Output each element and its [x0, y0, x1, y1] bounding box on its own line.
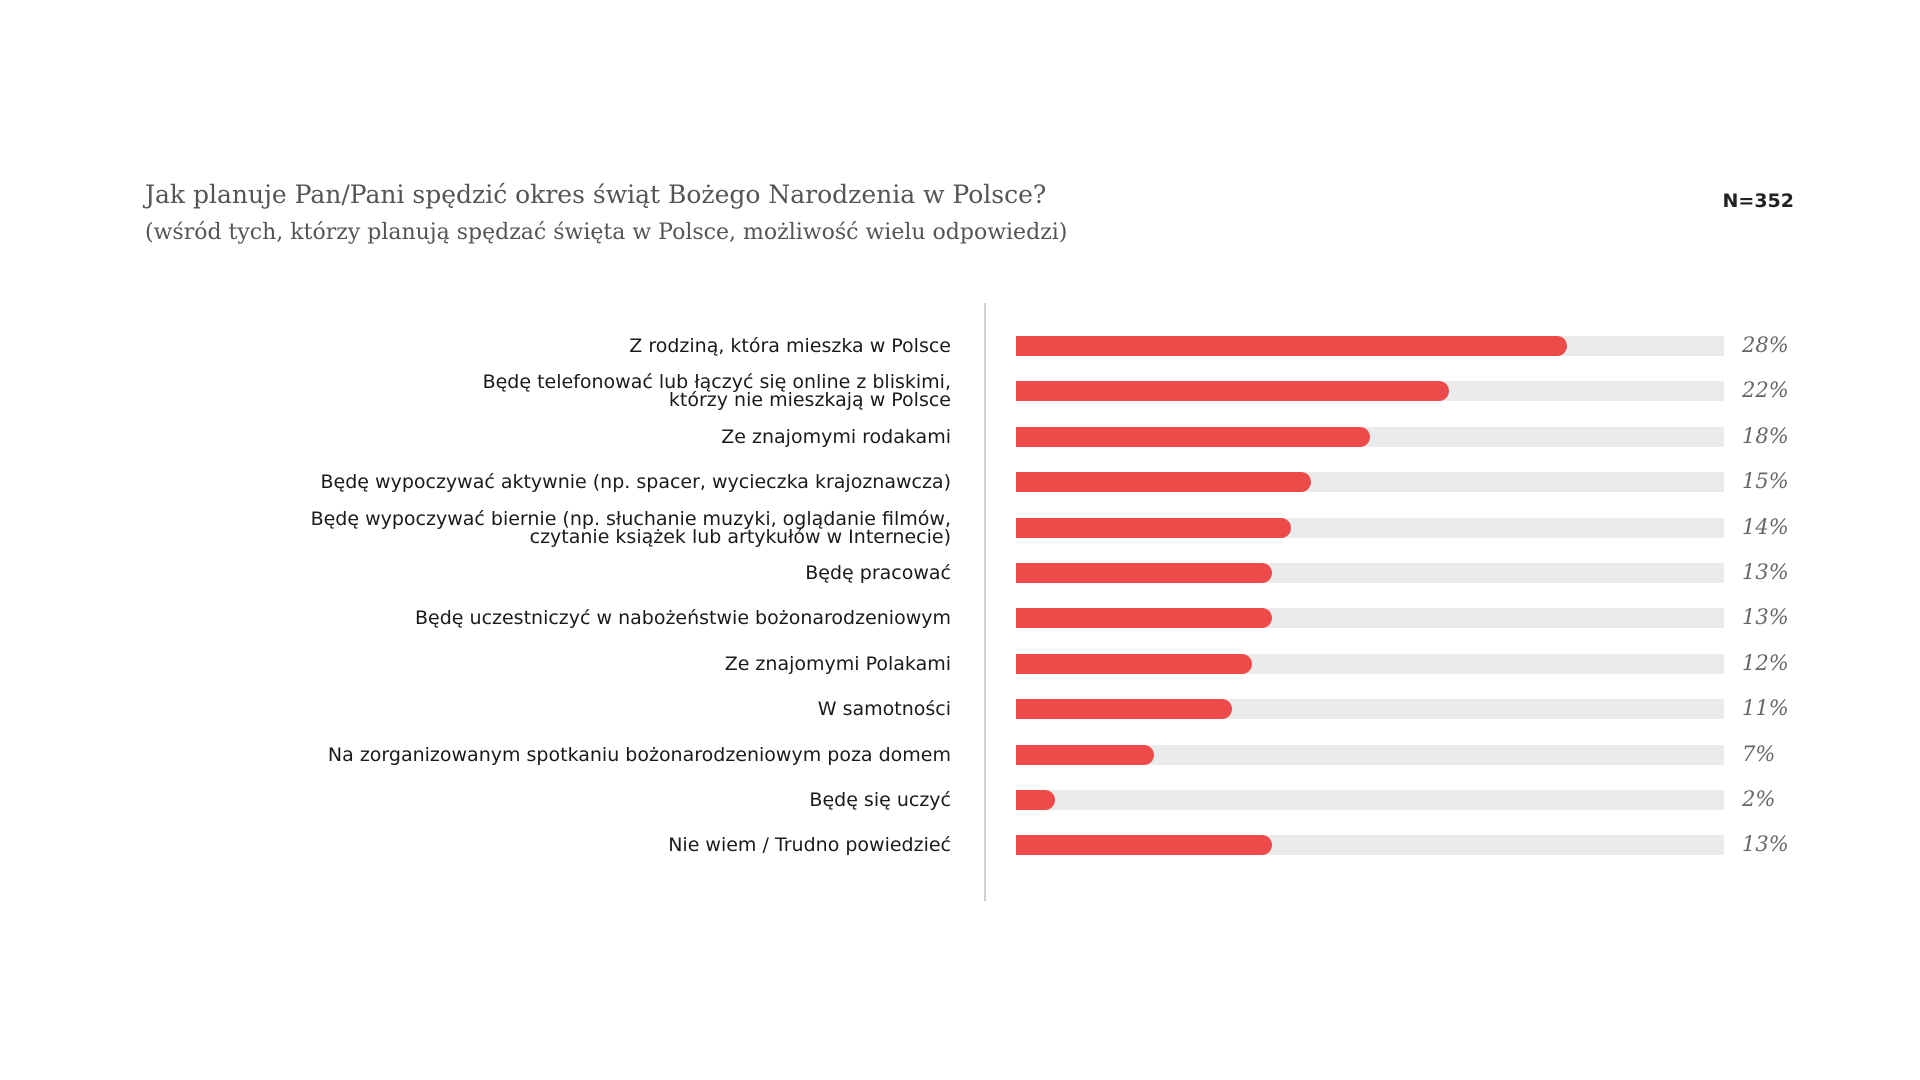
bar [1016, 790, 1056, 810]
bar [1016, 563, 1272, 583]
category-label: Na zorganizowanym spotkaniu bożonarodzen… [327, 743, 951, 766]
value-label: 14% [1742, 514, 1789, 539]
bar [1016, 653, 1252, 674]
value-label: 13% [1742, 832, 1789, 857]
value-label: 12% [1742, 650, 1789, 675]
bar-track [1016, 790, 1724, 810]
value-label: 13% [1742, 605, 1789, 630]
bar [1016, 472, 1311, 493]
chart-title: Jak planuje Pan/Pani spędzić okres świąt… [145, 180, 1047, 209]
category-label: Ze znajomymi rodakami [721, 425, 951, 448]
bar [1016, 517, 1292, 538]
value-label: 15% [1742, 468, 1789, 493]
value-label: 28% [1742, 332, 1789, 357]
category-label: W samotności [817, 698, 951, 721]
bar-track [1016, 744, 1724, 765]
bar [1016, 744, 1154, 765]
axis-line [984, 303, 986, 901]
value-label: 13% [1742, 559, 1789, 584]
category-label: Będę wypoczywać aktywnie (np. spacer, wy… [320, 471, 951, 494]
value-label: 2% [1742, 786, 1776, 811]
category-label: Z rodziną, która mieszka w Polsce [629, 335, 951, 357]
sample-size: N=352 [1722, 190, 1794, 212]
bar [1016, 336, 1567, 356]
category-label: Będę uczestniczyć w nabożeństwie bożonar… [415, 607, 951, 630]
category-label: Ze znajomymi Polakami [724, 652, 951, 675]
value-label: 11% [1742, 695, 1789, 720]
chart-subtitle: (wśród tych, którzy planują spędzać świę… [145, 220, 1068, 245]
bar [1016, 608, 1272, 629]
bar [1016, 699, 1233, 720]
category-label: Będę wypoczywać biernie (np. słuchanie m… [310, 507, 951, 548]
category-label: Będę telefonować lub łączyć się online z… [482, 371, 951, 412]
category-label: Będę się uczyć [809, 789, 951, 811]
value-label: 7% [1742, 741, 1776, 766]
category-label: Będę pracować [805, 562, 951, 584]
bar [1016, 835, 1272, 856]
bar [1016, 381, 1449, 402]
value-label: 22% [1742, 378, 1789, 403]
value-label: 18% [1742, 423, 1789, 448]
category-label: Nie wiem / Trudno powiedzieć [668, 834, 951, 857]
bar [1016, 426, 1370, 447]
